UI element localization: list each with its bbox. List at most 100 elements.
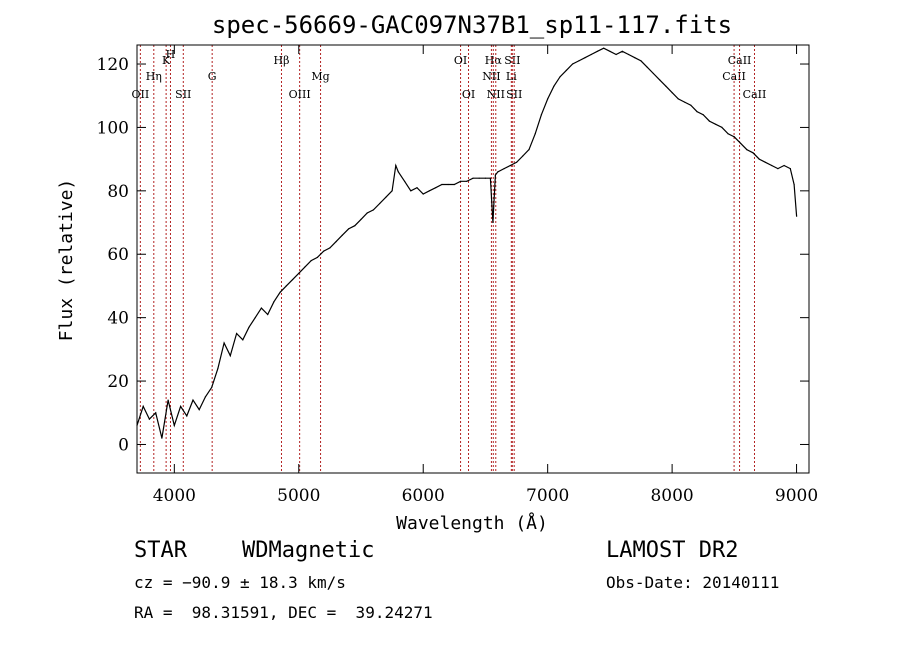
spectrum-point [395,164,397,167]
spectrum-point [777,168,779,170]
spectrum-point [173,424,175,426]
spectrum-point [204,396,206,398]
spectrum-point [186,415,188,417]
spectrum-point [292,279,294,281]
spectrum-point [746,149,748,151]
spectrum-point [677,98,679,100]
spectrum-point [404,180,406,182]
spectrum-point [590,53,592,56]
spectrum-point [416,187,418,189]
spectrum-point [316,256,318,258]
y-tick-label: 100 [97,118,129,138]
spectrum-point [453,183,455,186]
spectrum-point [690,104,692,106]
y-tick-label: 60 [107,245,129,265]
spectrum-point [640,60,642,62]
spectrum-point [242,339,244,341]
y-tick-label: 40 [107,309,129,329]
spectrum-point [559,76,561,78]
spectrum-point [460,180,462,182]
spectrum-point [789,168,791,170]
spectral-line-label: Hβ [274,54,290,67]
spectrum-point [764,161,767,163]
spectrum-point [634,57,636,59]
spectrum-point [671,92,673,94]
spectrum-point [148,418,150,420]
spectrum-point [192,399,194,401]
spectrum-point [652,72,655,75]
y-tick-label: 0 [118,435,129,455]
spectrum-point [254,317,256,319]
spectrum-point [466,180,468,182]
spectrum-point [285,285,287,287]
y-tick-label: 80 [107,182,129,202]
x-tick-label: 7000 [526,486,569,506]
spectrum-point [715,123,717,125]
x-axis-label: Wavelength (Å) [396,512,548,534]
spectral-line-label: Hα [485,54,503,67]
chart-title: spec-56669-GAC097N37B1_sp11-117.fits [212,11,732,39]
spectral-line-label: NII [487,88,505,101]
spectrum-point [229,355,231,357]
x-tick-label: 8000 [650,486,693,506]
spectrum-point [489,177,491,179]
spectral-line-label: K [162,54,171,67]
spectrum-point [167,399,169,401]
spectrum-point [621,50,623,52]
spectral-line-label: SII [506,88,522,101]
spectrum-point [708,120,711,122]
spectrum-point [740,142,742,144]
spectrum-point [379,202,381,205]
spectral-line-label: CaII [722,70,746,83]
spectrum-point [596,50,599,52]
spectrum-point [696,111,698,113]
spectrum-point [572,63,574,65]
spectral-line-label: OIII [289,88,311,101]
spectrum-point [341,234,343,236]
spectrum-point [721,126,723,128]
spectrum-point [422,193,424,195]
x-tick-label: 6000 [402,486,445,506]
spectrum-point [329,247,331,249]
spectrum-point [733,136,735,138]
x-axis: 4000 5000 6000 7000 8000 9000 [153,45,818,506]
spectrum-point [236,332,238,335]
ra-dec-coordinates: RA = 98.31591, DEC = 39.24271 [134,603,433,622]
y-tick-label: 20 [107,372,129,392]
spectral-line-label: OII [132,88,150,101]
spectrum-point [435,187,437,189]
spectrum-point [793,183,795,186]
spectrum-point [410,190,412,192]
y-axis-label: Flux (relative) [56,179,77,342]
x-tick-label: 4000 [153,486,196,506]
spectrum-point [659,79,661,81]
spectrum-point [447,183,449,186]
spectrum-point [783,164,785,167]
spectral-line-markers: OIIHηKHSIIGHβOIIIMgOIOIHαNIINIISIILiSIIC… [132,45,766,473]
spectrum-point [397,171,399,173]
spectrum-point [348,228,350,230]
spectrum-point [752,152,754,154]
spectral-line-label: SII [504,54,520,67]
spectrum-line [136,47,798,439]
spectrum-point [248,326,250,328]
spectrum-point [771,164,773,167]
spectrum-point [516,161,518,163]
spectrum-point [758,158,760,160]
spectrum-point [385,196,387,198]
spectrum-point [665,85,667,87]
spectrum-point [553,85,555,87]
spectrum-point [155,412,157,414]
spectrum-point [478,177,480,179]
spectrum-point [492,221,494,224]
redshift-cz: cz = −90.9 ± 18.3 km/s [134,573,346,592]
spectrum-point [528,149,530,151]
spectrum-point [584,57,586,59]
spectrum-point [509,164,511,167]
spectrum-point [298,272,300,274]
spectrum-point [615,53,617,56]
spectrum-point [279,291,281,293]
spectral-line-label: H [166,48,176,61]
spectrum-point [540,114,543,116]
spectrum-point [223,342,225,344]
